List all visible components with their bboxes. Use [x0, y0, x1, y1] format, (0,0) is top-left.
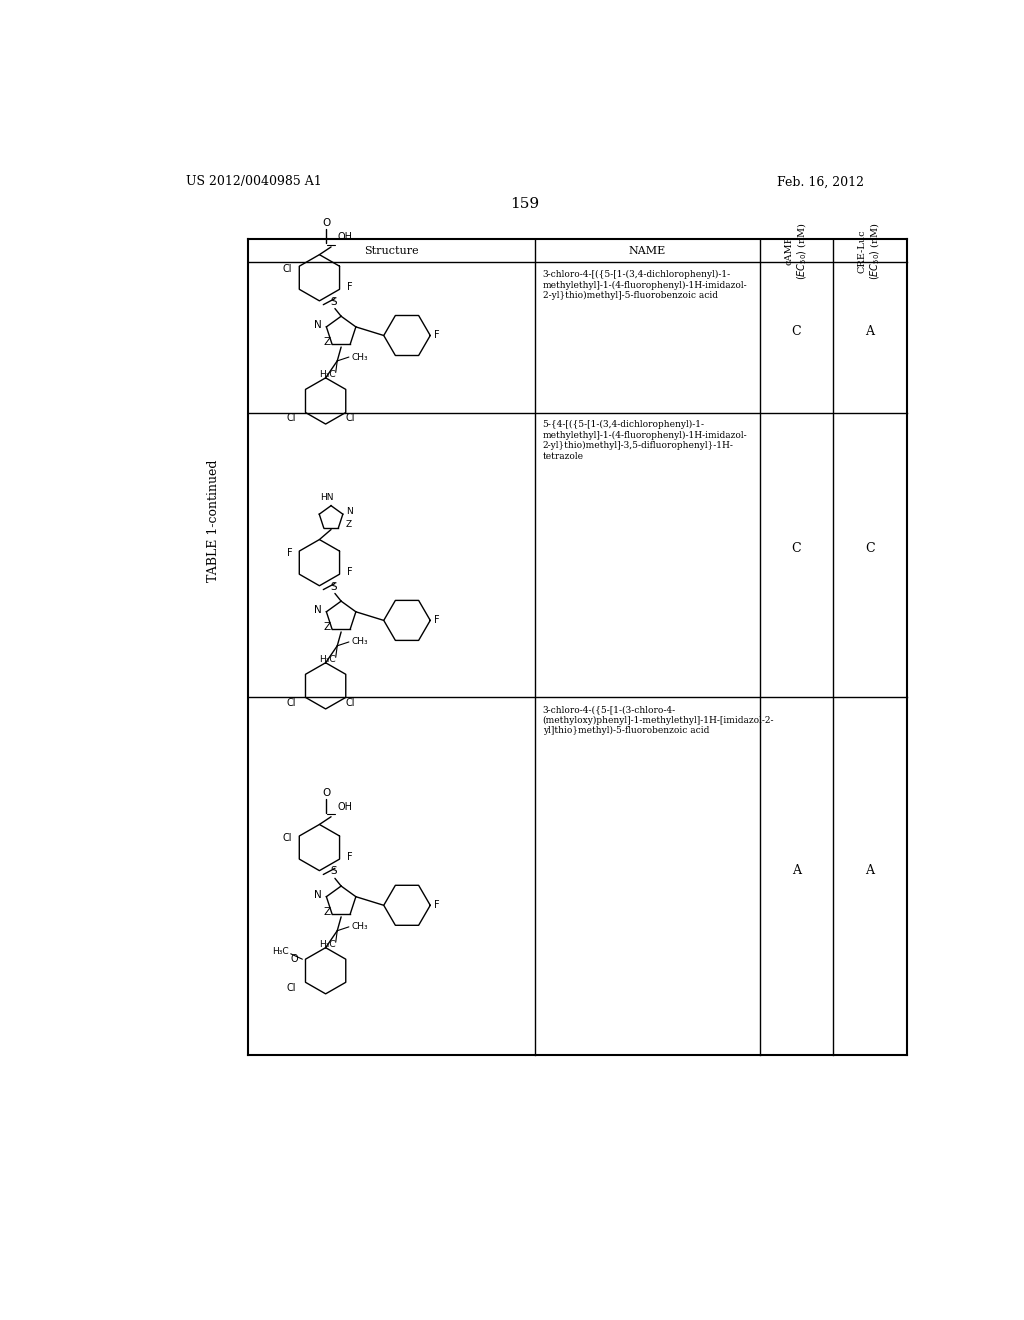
Text: O: O: [323, 788, 331, 797]
Text: CH₃: CH₃: [351, 352, 368, 362]
Text: H₃C: H₃C: [319, 371, 336, 379]
Text: N: N: [314, 606, 322, 615]
Text: N: N: [314, 890, 322, 900]
Text: N: N: [314, 321, 322, 330]
Text: Z: Z: [324, 338, 331, 347]
Text: Cl: Cl: [287, 982, 296, 993]
Text: H₃C: H₃C: [319, 655, 336, 664]
Text: C: C: [792, 543, 801, 556]
Text: 3-chloro-4-[({5-[1-(3,4-dichlorophenyl)-1-
methylethyl]-1-(4-fluorophenyl)-1H-im: 3-chloro-4-[({5-[1-(3,4-dichlorophenyl)-…: [543, 271, 748, 300]
Text: 159: 159: [510, 197, 540, 211]
Text: H₃C: H₃C: [271, 946, 289, 956]
Text: HN: HN: [321, 492, 334, 502]
Text: CRE-Luc
$(EC_{50})$ (nM): CRE-Luc $(EC_{50})$ (nM): [858, 222, 883, 280]
Text: F: F: [346, 566, 352, 577]
Text: F: F: [346, 851, 352, 862]
Text: F: F: [434, 900, 439, 911]
Text: Cl: Cl: [287, 413, 296, 422]
Text: F: F: [287, 548, 292, 558]
Text: Structure: Structure: [365, 246, 419, 256]
Text: TABLE 1-continued: TABLE 1-continued: [207, 459, 220, 582]
Text: O: O: [323, 218, 331, 227]
Text: S: S: [330, 582, 337, 591]
Text: Z: Z: [346, 520, 352, 528]
Text: S: S: [330, 866, 337, 876]
Text: Cl: Cl: [345, 413, 354, 422]
Text: Feb. 16, 2012: Feb. 16, 2012: [777, 176, 864, 189]
Text: NAME: NAME: [629, 246, 666, 256]
Text: F: F: [434, 330, 439, 341]
Text: H₃C: H₃C: [319, 940, 336, 949]
Text: 5-{4-[({5-[1-(3,4-dichlorophenyl)-1-
methylethyl]-1-(4-fluorophenyl)-1H-imidazol: 5-{4-[({5-[1-(3,4-dichlorophenyl)-1- met…: [543, 420, 748, 461]
Text: A: A: [792, 863, 801, 876]
Text: F: F: [346, 282, 352, 292]
Text: C: C: [792, 325, 801, 338]
Text: Cl: Cl: [283, 264, 292, 273]
Text: 3-chloro-4-({5-[1-(3-chloro-4-
(methyloxy)phenyl]-1-methylethyl]-1H-[imidazol-2-: 3-chloro-4-({5-[1-(3-chloro-4- (methylox…: [543, 705, 774, 735]
Text: OH: OH: [337, 232, 352, 242]
Text: Cl: Cl: [283, 833, 292, 843]
Text: O: O: [291, 954, 299, 964]
Text: CH₃: CH₃: [351, 923, 368, 932]
Text: cAMP
$(EC_{50})$ (nM): cAMP $(EC_{50})$ (nM): [784, 222, 809, 280]
Text: CH₃: CH₃: [351, 638, 368, 647]
Text: Z: Z: [324, 907, 331, 917]
Text: N: N: [346, 507, 352, 516]
Text: F: F: [434, 615, 439, 626]
Text: S: S: [330, 297, 337, 306]
Text: A: A: [865, 863, 874, 876]
Text: Cl: Cl: [287, 698, 296, 708]
Text: C: C: [865, 543, 874, 556]
Text: OH: OH: [337, 801, 352, 812]
Text: A: A: [865, 325, 874, 338]
Text: US 2012/0040985 A1: US 2012/0040985 A1: [186, 176, 322, 189]
Text: Z: Z: [324, 622, 331, 632]
Text: Cl: Cl: [345, 698, 354, 708]
